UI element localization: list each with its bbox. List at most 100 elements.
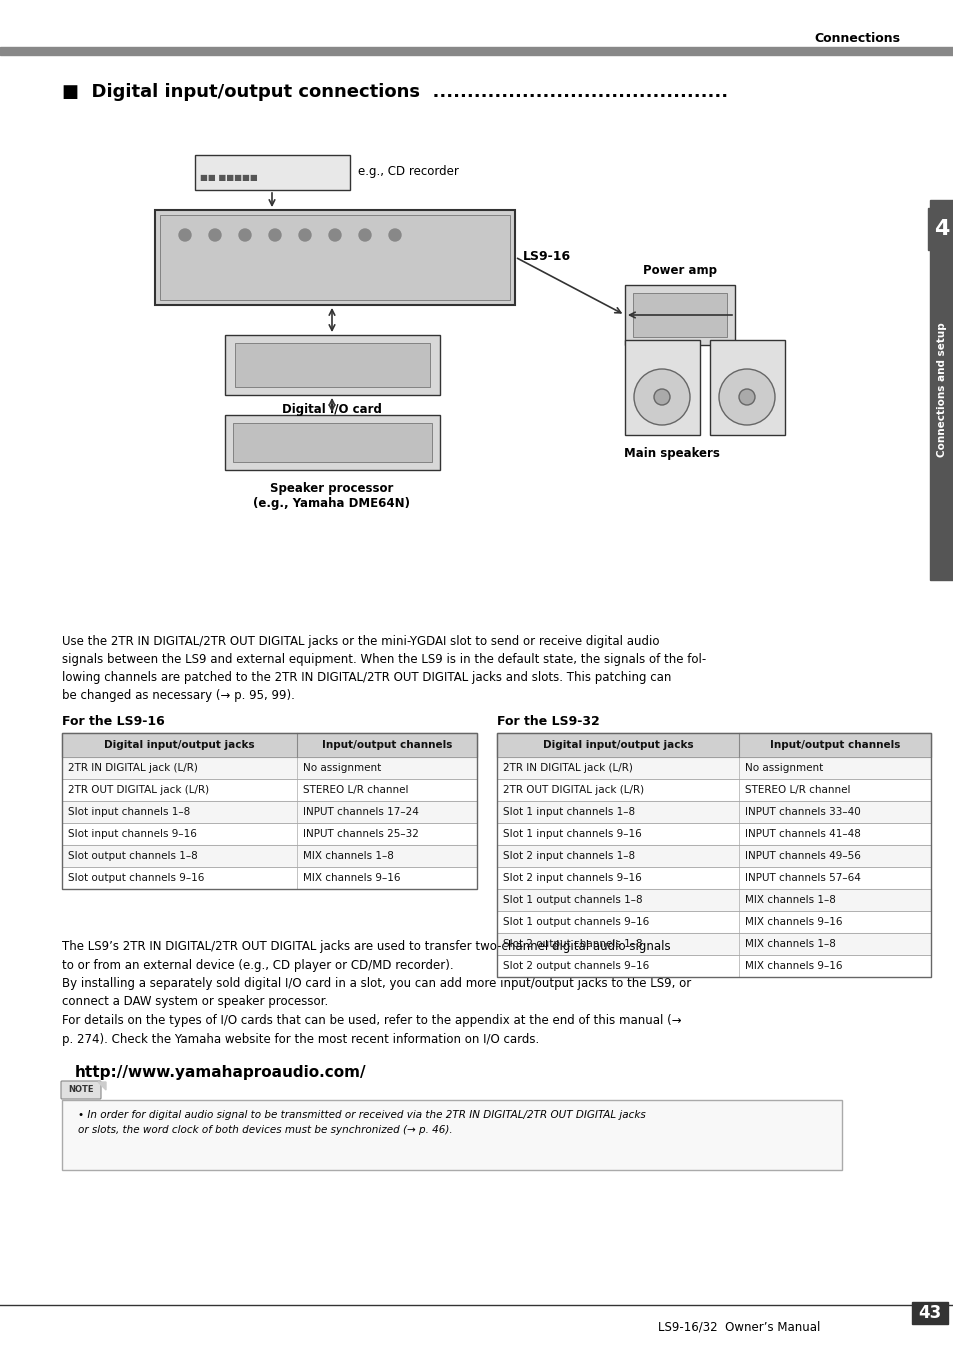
Bar [62, 844, 476, 867]
Circle shape [358, 230, 371, 240]
Bar [497, 823, 930, 844]
Bar [62, 757, 476, 780]
Text: Slot 2 output channels 1–8: Slot 2 output channels 1–8 [502, 939, 642, 948]
Text: INPUT channels 33–40: INPUT channels 33–40 [744, 807, 860, 817]
Circle shape [634, 369, 689, 426]
Text: Slot 1 input channels 9–16: Slot 1 input channels 9–16 [502, 830, 641, 839]
Text: • In order for digital audio signal to be transmitted or received via the 2TR IN: • In order for digital audio signal to b… [78, 1111, 645, 1135]
Bar [62, 823, 476, 844]
Text: INPUT channels 17–24: INPUT channels 17–24 [303, 807, 418, 817]
Bar [194, 155, 350, 190]
Polygon shape [98, 1082, 106, 1090]
Bar [497, 801, 930, 823]
Bar [497, 934, 930, 955]
Text: STEREO L/R channel: STEREO L/R channel [303, 785, 408, 794]
Circle shape [298, 230, 311, 240]
Bar [234, 343, 430, 386]
Bar [911, 1302, 947, 1324]
Text: INPUT channels 49–56: INPUT channels 49–56 [744, 851, 860, 861]
Text: MIX channels 9–16: MIX channels 9–16 [744, 917, 841, 927]
Text: 4: 4 [933, 219, 948, 239]
Text: 2TR OUT DIGITAL jack (L/R): 2TR OUT DIGITAL jack (L/R) [68, 785, 209, 794]
Text: MIX channels 1–8: MIX channels 1–8 [744, 939, 835, 948]
Circle shape [719, 369, 774, 426]
Bar [62, 801, 476, 823]
Bar [62, 867, 476, 889]
Bar [929, 200, 953, 580]
Text: ■  Digital input/output connections  ...........................................: ■ Digital input/output connections .....… [62, 82, 727, 101]
Text: Connections and setup: Connections and setup [936, 323, 946, 458]
Bar [709, 340, 784, 435]
Text: Slot input channels 1–8: Slot input channels 1–8 [68, 807, 190, 817]
Text: Connections: Connections [813, 31, 899, 45]
Text: NOTE: NOTE [69, 1085, 93, 1094]
Text: Input/output channels: Input/output channels [769, 740, 900, 750]
Text: Power amp: Power amp [642, 263, 717, 277]
Circle shape [209, 230, 221, 240]
Text: STEREO L/R channel: STEREO L/R channel [744, 785, 850, 794]
Bar [497, 823, 930, 844]
Text: Speaker processor
(e.g., Yamaha DME64N): Speaker processor (e.g., Yamaha DME64N) [253, 482, 410, 509]
Bar [497, 889, 930, 911]
Bar [927, 208, 953, 250]
Bar [160, 215, 510, 300]
Text: Slot 2 output channels 9–16: Slot 2 output channels 9–16 [502, 961, 649, 971]
Text: For the LS9-16: For the LS9-16 [62, 715, 165, 728]
Bar [497, 734, 930, 977]
Bar [154, 209, 515, 305]
Bar [497, 734, 930, 757]
Text: MIX channels 9–16: MIX channels 9–16 [303, 873, 400, 884]
Text: http://www.yamahaproaudio.com/: http://www.yamahaproaudio.com/ [75, 1065, 366, 1079]
Bar [62, 780, 476, 801]
Circle shape [269, 230, 281, 240]
Text: For the LS9-32: For the LS9-32 [497, 715, 599, 728]
Bar [62, 757, 476, 780]
Text: Slot 1 output channels 1–8: Slot 1 output channels 1–8 [502, 894, 642, 905]
Bar [497, 911, 930, 934]
Circle shape [654, 389, 669, 405]
Bar [62, 734, 476, 889]
Bar [62, 1100, 841, 1170]
Bar [633, 293, 726, 336]
Bar [233, 423, 432, 462]
Text: 2TR OUT DIGITAL jack (L/R): 2TR OUT DIGITAL jack (L/R) [502, 785, 643, 794]
Bar [497, 867, 930, 889]
Bar [62, 867, 476, 889]
Text: Slot 1 input channels 1–8: Slot 1 input channels 1–8 [502, 807, 635, 817]
Bar [0, 47, 953, 55]
Circle shape [179, 230, 191, 240]
Circle shape [329, 230, 340, 240]
Text: INPUT channels 57–64: INPUT channels 57–64 [744, 873, 860, 884]
Bar [497, 801, 930, 823]
Text: Slot 1 output channels 9–16: Slot 1 output channels 9–16 [502, 917, 649, 927]
Bar [497, 780, 930, 801]
Bar [497, 911, 930, 934]
Text: No assignment: No assignment [744, 763, 822, 773]
Bar [497, 867, 930, 889]
Text: Slot output channels 9–16: Slot output channels 9–16 [68, 873, 204, 884]
Bar [497, 780, 930, 801]
Bar [497, 934, 930, 955]
Bar [62, 780, 476, 801]
Bar [624, 340, 700, 435]
Text: Digital input/output jacks: Digital input/output jacks [104, 740, 254, 750]
Bar [225, 415, 439, 470]
Bar [62, 844, 476, 867]
Text: LS9-16/32  Owner’s Manual: LS9-16/32 Owner’s Manual [657, 1320, 820, 1333]
Text: e.g., CD recorder: e.g., CD recorder [357, 166, 458, 178]
Text: ■■ ■■■■■: ■■ ■■■■■ [200, 173, 257, 182]
Bar [497, 734, 930, 757]
Bar [497, 844, 930, 867]
Text: The LS9’s 2TR IN DIGITAL/2TR OUT DIGITAL jacks are used to transfer two-channel : The LS9’s 2TR IN DIGITAL/2TR OUT DIGITAL… [62, 940, 691, 1046]
Circle shape [739, 389, 754, 405]
Text: Slot 2 input channels 1–8: Slot 2 input channels 1–8 [502, 851, 635, 861]
Text: Digital I/O card: Digital I/O card [282, 403, 381, 416]
Text: LS9-16: LS9-16 [522, 250, 571, 263]
Text: 2TR IN DIGITAL jack (L/R): 2TR IN DIGITAL jack (L/R) [502, 763, 632, 773]
Text: MIX channels 1–8: MIX channels 1–8 [303, 851, 394, 861]
FancyBboxPatch shape [61, 1081, 101, 1098]
Text: Slot output channels 1–8: Slot output channels 1–8 [68, 851, 197, 861]
Text: 2TR IN DIGITAL jack (L/R): 2TR IN DIGITAL jack (L/R) [68, 763, 197, 773]
Bar [497, 757, 930, 780]
Text: Use the 2TR IN DIGITAL/2TR OUT DIGITAL jacks or the mini-YGDAI slot to send or r: Use the 2TR IN DIGITAL/2TR OUT DIGITAL j… [62, 635, 705, 703]
